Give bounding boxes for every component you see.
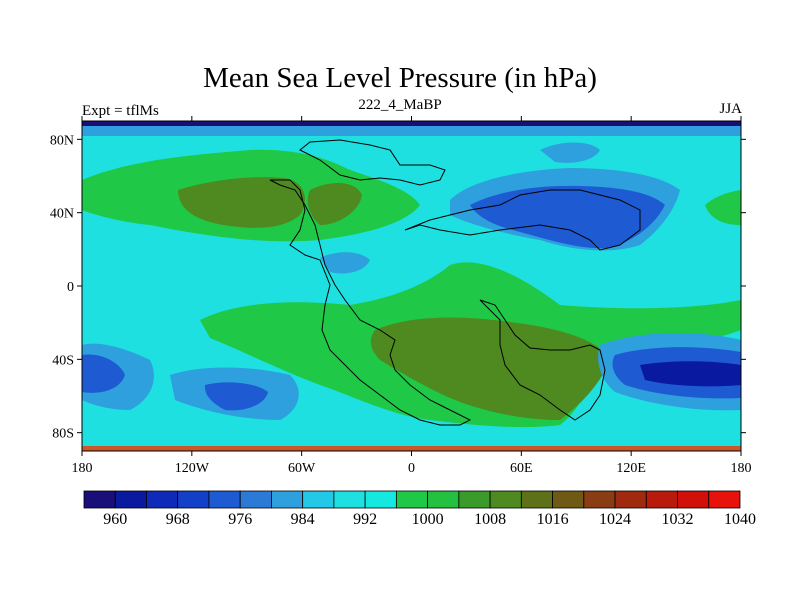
- lat-tick-label: 80N: [50, 133, 74, 148]
- colorbar-swatch: [239, 490, 272, 509]
- lon-tick-label: 120W: [175, 461, 210, 476]
- map-subtitle: 222_4_MaBP: [358, 97, 442, 113]
- colorbar-swatch: [520, 490, 553, 509]
- colorbar-swatch: [208, 490, 241, 509]
- lon-tick-label: 0: [408, 461, 415, 476]
- lon-tick-label: 180: [72, 461, 93, 476]
- colorbar-swatch: [614, 490, 647, 509]
- americas-coastline: [269, 139, 472, 426]
- africa-eurasia-coastline: [404, 189, 641, 421]
- colorbar-swatch: [458, 490, 491, 509]
- colorbar-label: 1016: [537, 511, 569, 528]
- colorbar-label: 1008: [474, 511, 506, 528]
- colorbar-label: 992: [353, 511, 377, 528]
- coastlines: [269, 139, 641, 426]
- lat-tick-label: 40S: [52, 353, 74, 368]
- colorbar-swatch: [83, 490, 116, 509]
- colorbar-label: 1040: [724, 511, 756, 528]
- colorbar-swatch: [708, 490, 741, 509]
- map-title: Mean Sea Level Pressure (in hPa): [203, 62, 597, 94]
- colorbar-label: 968: [166, 511, 190, 528]
- colorbar-label: 984: [291, 511, 315, 528]
- colorbar-swatch: [583, 490, 616, 509]
- lon-tick-label: 120E: [616, 461, 646, 476]
- colorbar-label: 976: [228, 511, 252, 528]
- colorbar-swatch: [489, 490, 522, 509]
- north-pole-band: [82, 121, 741, 127]
- colorbar-swatch: [302, 490, 335, 509]
- lon-tick-label: 180: [731, 461, 752, 476]
- asia-low-inner: [470, 185, 665, 249]
- colorbar-swatch: [114, 490, 147, 509]
- southern-ocean-low-inner: [204, 382, 268, 411]
- axes: 180 120W 60W 0 60E 120E 180 80N 40N 0 40S 80S: [50, 116, 752, 476]
- contour-field: [82, 121, 741, 451]
- indian-ocean-low-inner: [640, 361, 741, 387]
- north-pacific-high-inner: [178, 177, 305, 228]
- colorbar-label: 1032: [662, 511, 694, 528]
- southern-high-belt-inner: [370, 317, 610, 420]
- lat-tick-label: 0: [67, 280, 74, 295]
- colorbar-swatch: [333, 490, 366, 509]
- north-atlantic-high: [307, 183, 362, 225]
- colorbar-swatch: [395, 490, 429, 509]
- colorbar-label: 1024: [599, 511, 631, 528]
- colorbar-swatch: [427, 490, 460, 509]
- south-pacific-low-inner: [82, 354, 125, 393]
- colorbar-swatch: [645, 490, 678, 509]
- lon-tick-label: 60E: [510, 461, 533, 476]
- colorbar-swatch: [552, 490, 585, 509]
- east-pacific-high: [705, 190, 741, 225]
- colorbar-swatch: [146, 490, 179, 509]
- colorbar: 960 968 976 984 992 1000 1008 1016 1024 1032 1040: [83, 490, 756, 528]
- lat-tick-label: 40N: [50, 207, 74, 222]
- season-label: JJA: [719, 101, 742, 117]
- colorbar-label: 1000: [412, 511, 444, 528]
- experiment-label: Expt = tflMs: [82, 103, 159, 119]
- arctic-low-patch: [540, 142, 600, 163]
- colorbar-swatch: [677, 490, 710, 509]
- north-low-band: [82, 126, 741, 136]
- lon-tick-label: 60W: [288, 461, 316, 476]
- colorbar-label: 960: [103, 511, 127, 528]
- colorbar-swatch: [364, 490, 397, 509]
- south-pole-band: [82, 446, 741, 451]
- colorbar-swatch: [271, 490, 304, 509]
- tropical-low-patch: [320, 252, 370, 274]
- lat-tick-label: 80S: [52, 427, 74, 442]
- colorbar-swatch: [177, 490, 210, 509]
